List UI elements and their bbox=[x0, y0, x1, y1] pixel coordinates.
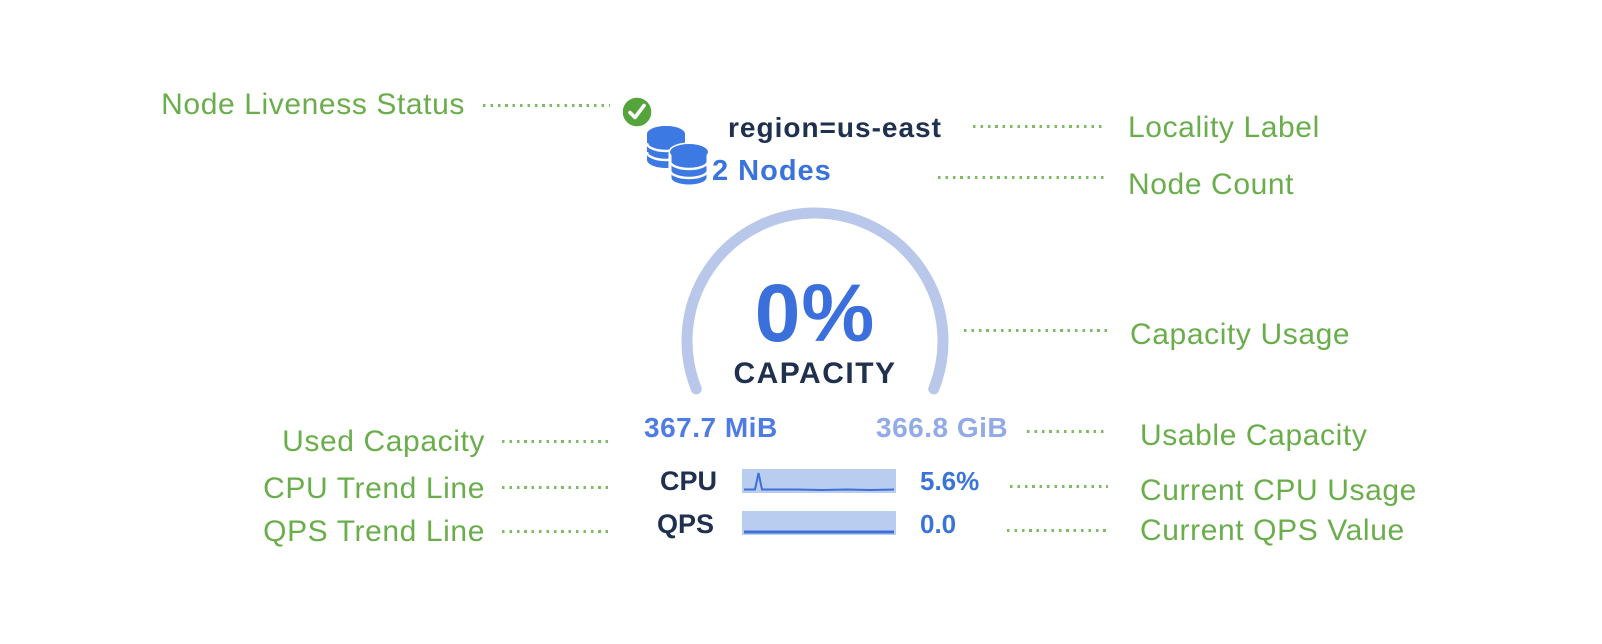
leader-current-qps bbox=[1007, 529, 1107, 532]
check-circle-icon bbox=[620, 95, 654, 129]
cpu-value: 5.6% bbox=[920, 466, 980, 496]
node-count: 2 Nodes bbox=[712, 155, 832, 187]
capacity-gauge-arc bbox=[681, 207, 949, 395]
annotation-used-capacity: Used Capacity bbox=[282, 425, 485, 458]
annotation-qps-trend: QPS Trend Line bbox=[263, 515, 485, 548]
usable-capacity-value: 366.8 GiB bbox=[876, 412, 1009, 443]
cpu-label: CPU bbox=[660, 466, 718, 496]
leader-qps-trend bbox=[502, 530, 608, 533]
leader-cpu-trend bbox=[502, 486, 608, 489]
annotation-capacity-usage: Capacity Usage bbox=[1130, 318, 1351, 351]
annotation-cpu-trend: CPU Trend Line bbox=[263, 472, 485, 505]
annotation-locality: Locality Label bbox=[1128, 111, 1320, 144]
used-capacity-value: 367.7 MiB bbox=[644, 412, 778, 443]
annotation-usable-capacity: Usable Capacity bbox=[1140, 419, 1368, 452]
leader-locality bbox=[973, 125, 1105, 128]
locality-label: region=us-east bbox=[728, 112, 942, 143]
leader-usable-capacity bbox=[1027, 430, 1107, 433]
qps-trend-sparkline bbox=[742, 511, 896, 535]
leader-current-cpu bbox=[1010, 485, 1108, 488]
leader-node-liveness bbox=[483, 104, 610, 107]
qps-label: QPS bbox=[657, 509, 715, 539]
annotation-node-liveness: Node Liveness Status bbox=[161, 88, 465, 121]
annotation-current-cpu: Current CPU Usage bbox=[1140, 474, 1417, 507]
capacity-percent: 0% bbox=[754, 268, 876, 359]
leader-used-capacity bbox=[502, 440, 608, 443]
capacity-caption: CAPACITY bbox=[733, 357, 897, 390]
leader-capacity-usage bbox=[964, 329, 1110, 332]
cpu-trend-sparkline bbox=[742, 469, 896, 493]
leader-node-count bbox=[938, 176, 1106, 179]
qps-value: 0.0 bbox=[920, 509, 957, 539]
database-stack-icon bbox=[646, 126, 710, 188]
annotation-current-qps: Current QPS Value bbox=[1140, 514, 1405, 547]
annotation-node-count: Node Count bbox=[1128, 168, 1295, 201]
